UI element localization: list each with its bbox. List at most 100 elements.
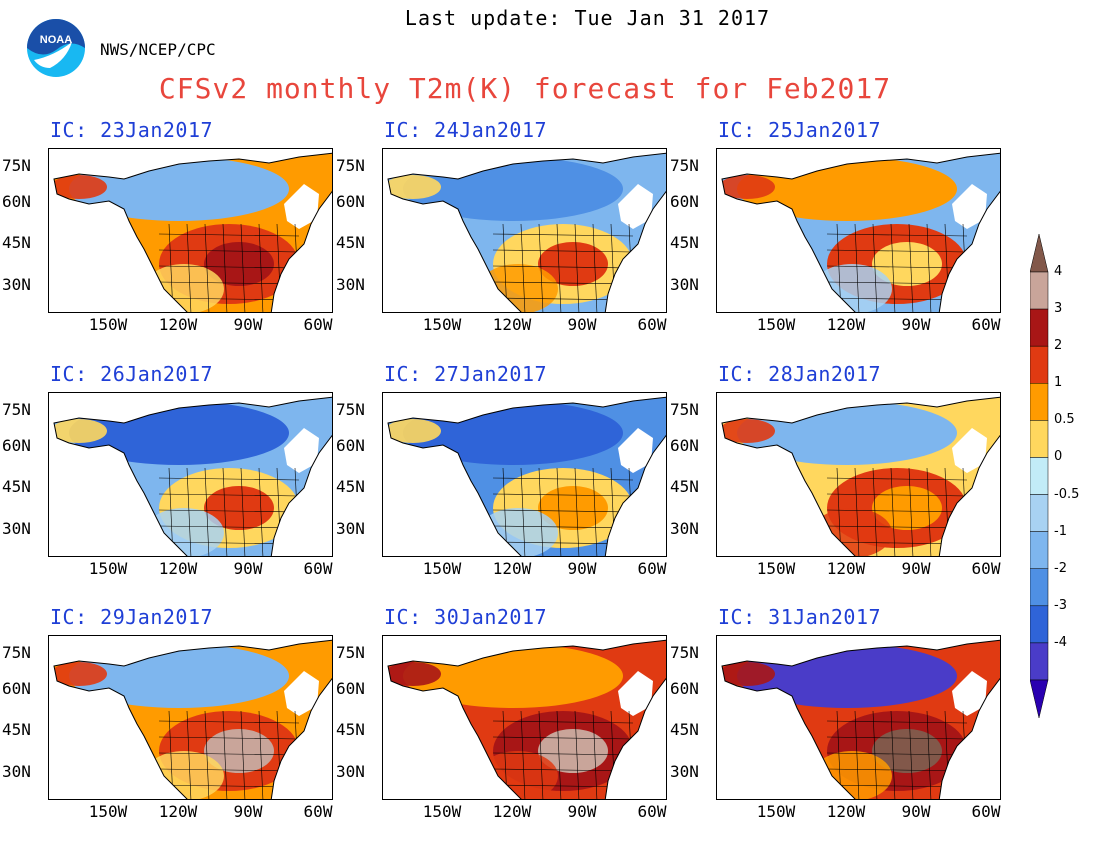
- map-field: [53, 639, 332, 799]
- colorbar-labels: 4 3 2 1 0.5 0 -0.5 -1 -2 -3 -4: [1052, 234, 1092, 718]
- longitude-label: 90W: [233, 315, 263, 334]
- colorbar-tick-label: 0: [1054, 449, 1063, 465]
- latitude-label: 45N: [670, 477, 699, 496]
- forecast-map: [382, 148, 667, 313]
- longitude-label: 60W: [637, 559, 667, 578]
- latitude-label: 30N: [2, 275, 31, 294]
- forecast-map: [48, 392, 333, 557]
- longitude-label: 150W: [88, 802, 128, 821]
- panel-label: IC: 24Jan2017: [384, 118, 548, 142]
- longitude-label: 60W: [971, 559, 1001, 578]
- latitude-label: 75N: [2, 400, 31, 419]
- longitude-label: 90W: [233, 802, 263, 821]
- panel-label: IC: 28Jan2017: [718, 362, 882, 386]
- organization-label: NWS/NCEP/CPC: [100, 40, 216, 59]
- longitude-label: 60W: [637, 315, 667, 334]
- longitude-label: 150W: [88, 315, 128, 334]
- panel-label: IC: 27Jan2017: [384, 362, 548, 386]
- latitude-label: 60N: [670, 436, 699, 455]
- latitude-label: 60N: [2, 436, 31, 455]
- longitude-label: 90W: [567, 559, 597, 578]
- longitude-label: 90W: [233, 559, 263, 578]
- latitude-label: 75N: [336, 643, 365, 662]
- latitude-label: 45N: [670, 720, 699, 739]
- colorbar: 4 3 2 1 0.5 0 -0.5 -1 -2 -3 -4: [1030, 234, 1090, 718]
- colorbar-tick-label: -1: [1054, 523, 1067, 539]
- longitude-label: 90W: [901, 559, 931, 578]
- page-title: CFSv2 monthly T2m(K) forecast for Feb201…: [158, 72, 892, 105]
- longitude-label: 90W: [901, 315, 931, 334]
- forecast-map: [716, 392, 1001, 557]
- colorbar-tick-label: 0.5: [1054, 412, 1075, 428]
- longitude-label: 60W: [303, 315, 333, 334]
- latitude-label: 30N: [336, 519, 365, 538]
- colorbar-tick-label: -3: [1054, 597, 1067, 613]
- colorbar-tick-label: 3: [1054, 301, 1063, 317]
- latitude-label: 75N: [2, 643, 31, 662]
- longitude-label: 90W: [567, 802, 597, 821]
- latitude-label: 75N: [670, 156, 699, 175]
- latitude-label: 30N: [670, 762, 699, 781]
- latitude-label: 60N: [670, 679, 699, 698]
- forecast-map: [48, 148, 333, 313]
- latitude-label: 45N: [670, 233, 699, 252]
- map-field: [721, 396, 1000, 556]
- longitude-label: 120W: [158, 315, 198, 334]
- panel-label: IC: 29Jan2017: [50, 605, 214, 629]
- panel-label: IC: 23Jan2017: [50, 118, 214, 142]
- longitude-label: 60W: [637, 802, 667, 821]
- latitude-label: 45N: [336, 477, 365, 496]
- forecast-map: [48, 635, 333, 800]
- latitude-label: 30N: [336, 762, 365, 781]
- latitude-label: 75N: [2, 156, 31, 175]
- latitude-label: 45N: [336, 233, 365, 252]
- colorbar-tick-label: 4: [1054, 264, 1063, 279]
- colorbar-tick-label: -0.5: [1054, 486, 1080, 502]
- forecast-map: [382, 635, 667, 800]
- latitude-label: 60N: [336, 436, 365, 455]
- map-field: [721, 152, 1000, 312]
- longitude-label: 150W: [756, 559, 796, 578]
- latitude-label: 30N: [2, 762, 31, 781]
- latitude-label: 75N: [670, 643, 699, 662]
- longitude-label: 150W: [422, 802, 462, 821]
- last-update-text: Last update: Tue Jan 31 2017: [404, 6, 771, 30]
- forecast-map: [716, 635, 1001, 800]
- colorbar-tick-label: 1: [1054, 375, 1063, 391]
- colorbar-tick-label: 2: [1054, 338, 1063, 354]
- colorbar-tick-label: -2: [1054, 560, 1067, 576]
- latitude-label: 45N: [2, 233, 31, 252]
- latitude-label: 45N: [336, 720, 365, 739]
- latitude-label: 75N: [336, 400, 365, 419]
- forecast-map: [716, 148, 1001, 313]
- latitude-label: 30N: [336, 275, 365, 294]
- map-field: [387, 639, 666, 799]
- map-field: [387, 396, 666, 556]
- longitude-label: 60W: [971, 315, 1001, 334]
- latitude-label: 30N: [2, 519, 31, 538]
- longitude-label: 120W: [492, 559, 532, 578]
- noaa-logo: NOAA: [27, 19, 85, 77]
- latitude-label: 60N: [670, 192, 699, 211]
- map-field: [387, 152, 666, 312]
- latitude-label: 60N: [2, 192, 31, 211]
- longitude-label: 90W: [567, 315, 597, 334]
- panel-label: IC: 31Jan2017: [718, 605, 882, 629]
- latitude-label: 75N: [336, 156, 365, 175]
- latitude-label: 30N: [670, 519, 699, 538]
- latitude-label: 60N: [336, 679, 365, 698]
- longitude-label: 120W: [826, 559, 866, 578]
- panel-label: IC: 26Jan2017: [50, 362, 214, 386]
- panel-label: IC: 25Jan2017: [718, 118, 882, 142]
- map-field: [53, 396, 332, 556]
- longitude-label: 120W: [492, 315, 532, 334]
- longitude-label: 150W: [88, 559, 128, 578]
- colorbar-tick-label: -4: [1054, 634, 1067, 650]
- longitude-label: 120W: [492, 802, 532, 821]
- latitude-label: 45N: [2, 477, 31, 496]
- longitude-label: 60W: [303, 802, 333, 821]
- longitude-label: 120W: [158, 559, 198, 578]
- map-field: [53, 152, 332, 312]
- forecast-map: [382, 392, 667, 557]
- longitude-label: 150W: [756, 315, 796, 334]
